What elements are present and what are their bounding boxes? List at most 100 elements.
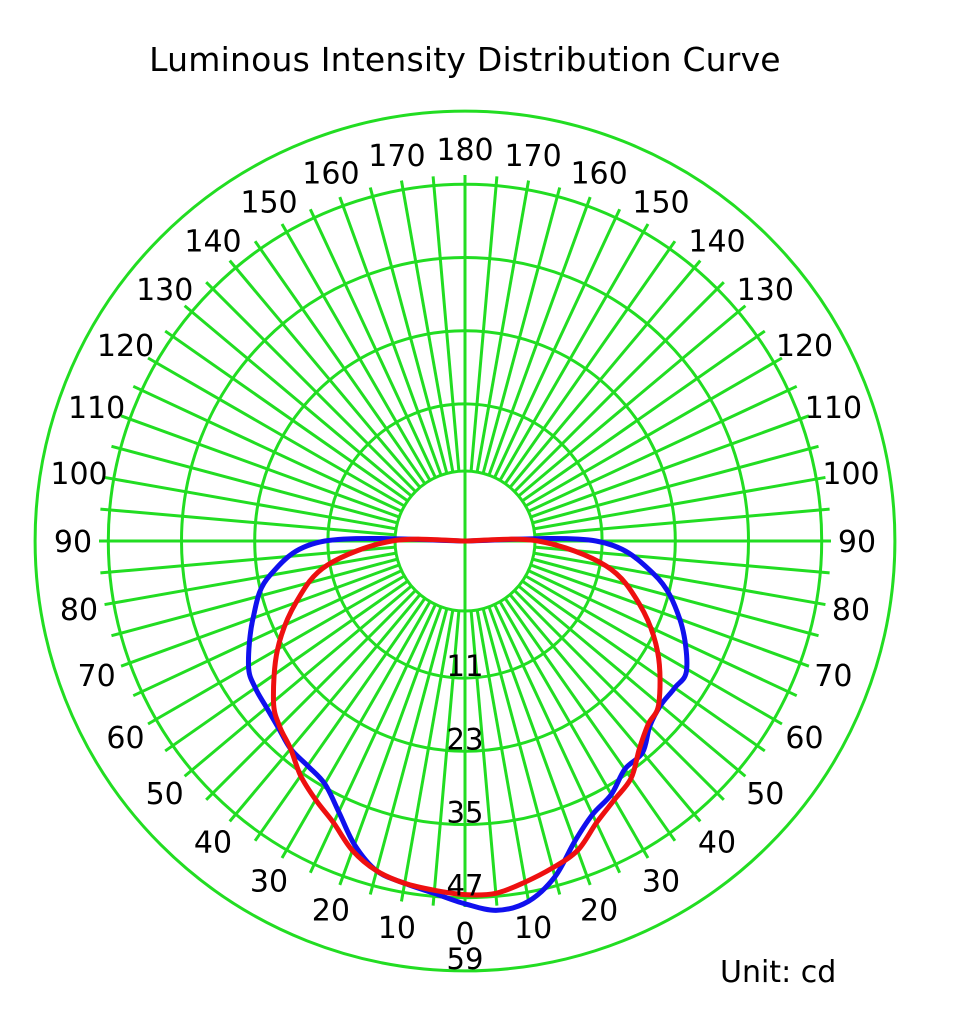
grid-spoke — [308, 208, 437, 479]
grid-spoke — [475, 609, 531, 902]
series-curve-2 — [270, 536, 663, 898]
grid-spoke — [534, 545, 830, 575]
angle-tick-left: 170 — [368, 139, 425, 174]
angle-tick-left: 40 — [194, 825, 232, 860]
radial-tick-label: 11 — [447, 649, 484, 683]
grid-spoke — [132, 569, 403, 698]
grid-spoke — [524, 356, 783, 508]
grid-spoke — [532, 557, 819, 638]
angle-tick-left: 90 — [54, 525, 92, 560]
angle-tick-right: 50 — [746, 777, 784, 812]
grid-spoke — [120, 563, 400, 668]
angle-tick-left: 110 — [68, 391, 125, 426]
grid-spoke — [530, 563, 810, 668]
angle-tick-left: 70 — [78, 659, 116, 694]
grid-spoke — [469, 176, 499, 472]
angle-tick-right: 90 — [838, 525, 876, 560]
grid-spoke — [280, 223, 432, 482]
grid-spoke — [498, 600, 650, 859]
grid-spoke — [338, 196, 443, 476]
grid-spoke — [532, 444, 819, 525]
angle-tick-right: 170 — [504, 139, 561, 174]
grid-spoke — [534, 507, 830, 537]
angle-tick-left: 160 — [302, 157, 359, 192]
angle-tick-right: 80 — [832, 593, 870, 628]
grid-spoke — [475, 180, 531, 473]
grid-spoke — [533, 475, 826, 531]
angle-tick-left: 150 — [240, 186, 297, 221]
angle-tick-right: 110 — [805, 391, 862, 426]
grid-spoke — [517, 304, 747, 498]
grid-spoke — [120, 414, 400, 519]
angle-tick-right: 150 — [632, 186, 689, 221]
grid-spoke — [503, 597, 677, 842]
angle-tick-right: 20 — [580, 893, 618, 928]
angle-tick-left: 50 — [146, 777, 184, 812]
angle-tick-left: 60 — [106, 721, 144, 756]
grid-spoke — [308, 603, 437, 874]
unit-label: Unit: cd — [720, 955, 837, 990]
grid-spoke — [100, 507, 396, 537]
chart-title: Luminous Intensity Distribution Curve — [149, 40, 781, 79]
angle-tick-right: 0 — [455, 917, 474, 952]
angle-tick-right: 180 — [436, 133, 493, 168]
grid-spoke — [517, 584, 747, 778]
grid-spoke — [228, 593, 422, 823]
grid-spoke — [164, 579, 409, 753]
angle-tick-right: 100 — [822, 457, 879, 492]
grid-spoke — [104, 551, 397, 607]
angle-tick-left: 10 — [378, 911, 416, 946]
angle-tick-left: 120 — [97, 329, 154, 364]
angle-tick-left: 30 — [250, 865, 288, 900]
grid-spoke — [481, 608, 562, 895]
grid-spoke — [205, 589, 417, 801]
grid-spoke — [469, 610, 499, 906]
grid-spoke — [111, 444, 398, 525]
grid-spoke — [338, 606, 443, 886]
grid-spoke — [205, 281, 417, 493]
angle-tick-right: 130 — [737, 273, 794, 308]
angle-tick-right: 10 — [514, 911, 552, 946]
grid-spoke — [228, 259, 422, 489]
grid-spoke — [527, 569, 798, 698]
angle-tick-left: 100 — [50, 457, 107, 492]
series-curve-1 — [245, 535, 690, 913]
grid-spoke — [368, 187, 449, 474]
series-layer — [245, 535, 690, 913]
grid-spoke — [493, 603, 622, 874]
angle-tick-right: 30 — [642, 865, 680, 900]
grid-spoke — [527, 384, 798, 513]
grid-spoke — [431, 176, 461, 472]
radial-tick-label: 23 — [447, 722, 484, 756]
grid-spoke — [533, 551, 826, 607]
grid-spoke — [399, 609, 455, 902]
grid-spoke — [399, 180, 455, 473]
grid-spoke — [521, 329, 766, 503]
grid-spoke — [253, 597, 427, 842]
grid-spoke — [503, 240, 677, 485]
grid-spoke — [147, 356, 406, 508]
grid-spoke — [431, 610, 461, 906]
radial-tick-label: 47 — [447, 869, 484, 903]
grid-spoke — [253, 240, 427, 485]
grid-spoke — [481, 187, 562, 474]
grid-spoke — [513, 589, 725, 801]
angle-tick-right: 160 — [570, 157, 627, 192]
grid-spoke — [493, 208, 622, 479]
grid-spoke — [487, 606, 592, 886]
grid-spoke — [100, 545, 396, 575]
angle-tick-right: 70 — [814, 659, 852, 694]
grid-spoke — [104, 475, 397, 531]
grid-spoke — [508, 259, 702, 489]
grid-spoke — [183, 304, 413, 498]
grid-spoke — [508, 593, 702, 823]
grid-spoke — [521, 579, 766, 753]
grid-spoke — [111, 557, 398, 638]
grid-spoke — [487, 196, 592, 476]
angle-tick-right: 40 — [698, 825, 736, 860]
angle-tick-left: 20 — [312, 893, 350, 928]
grid-spoke — [368, 608, 449, 895]
angle-tick-left: 80 — [60, 593, 98, 628]
